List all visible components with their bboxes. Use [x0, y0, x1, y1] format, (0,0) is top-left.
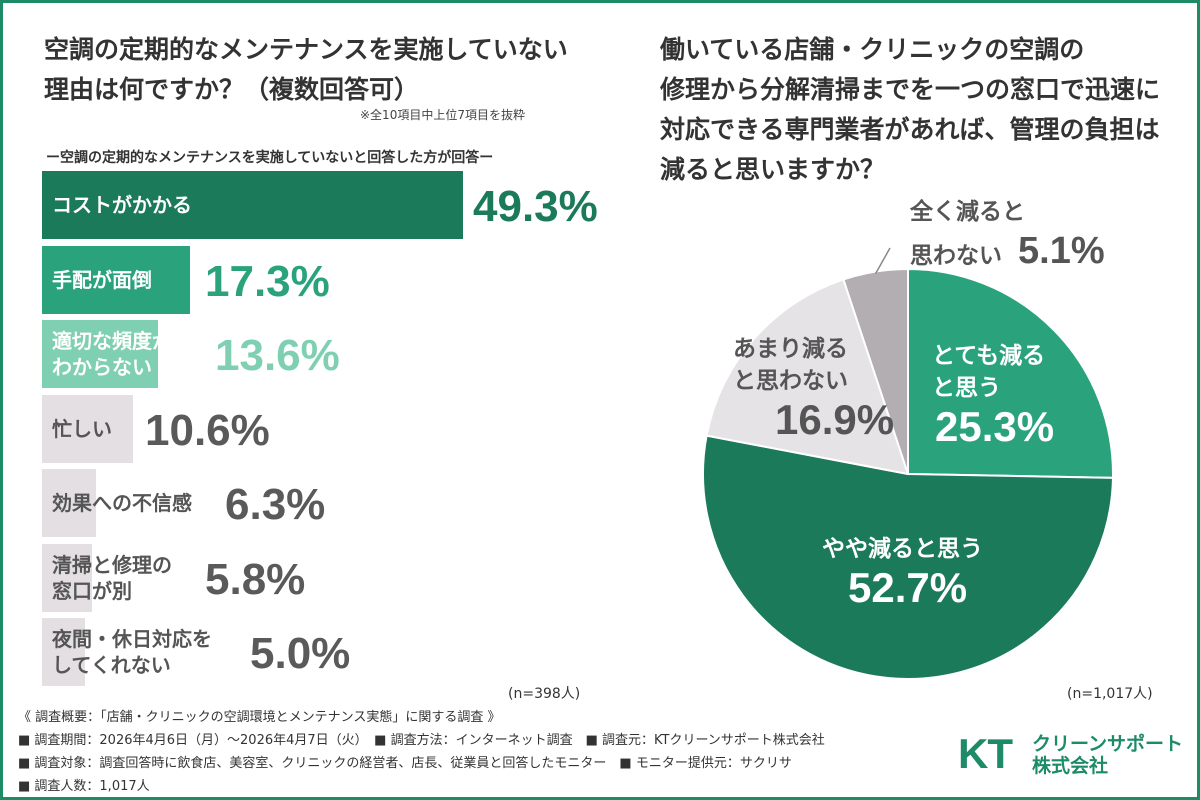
bar-label-6: 清掃と修理の 窓口が別	[52, 552, 172, 604]
bar-value-6: 5.8%	[205, 554, 306, 604]
pie-slice-2	[702, 434, 1114, 680]
pie-label-line: 全く減ると	[910, 199, 1025, 225]
pie-label-line: やや減ると思う	[822, 536, 983, 562]
footer-survey-target: ■ 調査対象：調査回答時に飲食店、美容室、クリニックの経営者、店長、従業員と回答…	[18, 756, 792, 771]
pie-label-4: 全く減ると思わない 5.1%	[910, 196, 1105, 274]
bar-1	[42, 171, 464, 239]
bar-label-line: 窓口が別	[52, 578, 132, 603]
right-title-line4: 減ると思いますか？	[660, 155, 886, 184]
pie-value-4: 5.1%	[1018, 230, 1105, 272]
bar-label-line: 効果への不信感	[52, 491, 192, 515]
right-title-line2: 修理から分解清掃までを一つの窓口で迅速に	[660, 75, 1161, 104]
left-chart-title: 空調の定期的なメンテナンスを実施していない 理由は何ですか？（複数回答可）	[44, 30, 568, 110]
company-logo-name: クリーンサポート 株式会社	[1032, 733, 1183, 777]
bar-label-3: 適切な頻度が わからない	[52, 328, 172, 380]
footer-survey-count: ■ 調査人数：1,017人	[18, 779, 150, 794]
left-title-line1: 空調の定期的なメンテナンスを実施していない	[44, 35, 568, 64]
right-sample-size: (n=1,017人)	[1067, 686, 1153, 702]
bar-value-7: 5.0%	[250, 629, 351, 678]
pie-value-3: 16.9%	[775, 396, 895, 443]
logo-line2: 株式会社	[1032, 755, 1109, 777]
footer-survey-title: 《 調査概要：「店舗・クリニックの空調環境とメンテナンス実態」に関する調査 》	[18, 710, 501, 725]
bar-label-line: 夜間・休日対応を	[52, 627, 212, 651]
bar-6	[42, 543, 92, 612]
pie-slice-3	[705, 278, 910, 476]
pie-value-2: 52.7%	[848, 564, 968, 611]
logo-line1: クリーンサポート	[1032, 733, 1184, 755]
bar-label-line: してくれない	[52, 653, 171, 677]
bar-5	[42, 469, 96, 537]
pie-slice-4	[842, 267, 909, 475]
bar-value-4: 10.6%	[145, 405, 270, 455]
left-title-line2: 理由は何ですか？（複数回答可）	[44, 75, 420, 104]
right-chart-title: 働いている店舗・クリニックの空調の 修理から分解清掃までを一つの窓口で迅速に 対…	[660, 30, 1160, 190]
bar-4	[42, 394, 133, 463]
pie-label-line: あまり減る	[733, 336, 848, 362]
pie-value-1: 25.3%	[935, 403, 1055, 450]
left-note: ※全10項目中上位7項目を抜粋	[360, 108, 525, 122]
bar-3	[42, 320, 159, 388]
pie-label-line: と思う	[932, 375, 1001, 401]
bar-label-line: 清掃と修理の	[52, 552, 172, 577]
bar-label-line: 手配が面倒	[52, 267, 152, 292]
pie-label-line: と思わない	[733, 368, 848, 394]
pie-slice-1	[907, 267, 1114, 479]
pie-label-line: 思わない	[910, 243, 1002, 269]
bar-label-2: 手配が面倒	[52, 267, 152, 293]
bar-value-1: 49.3%	[473, 182, 598, 231]
right-title-line1: 働いている店舗・クリニックの空調の	[660, 35, 1085, 64]
left-sample-size: (n=398人)	[508, 686, 581, 702]
bar-value-3: 13.6%	[215, 331, 340, 380]
pie-leader-line	[874, 247, 891, 274]
bar-label-1: コストがかかる	[52, 192, 192, 218]
left-subtitle: ー空調の定期的なメンテナンスを実施していないと回答した方が回答ー	[46, 150, 494, 166]
bar-2	[42, 245, 190, 314]
bar-label-line: 適切な頻度が	[52, 329, 172, 353]
bar-value-2: 17.3%	[205, 256, 330, 306]
bar-7	[42, 618, 85, 686]
pie-label-3: あまり減ると思わない 16.9%	[733, 333, 894, 443]
bar-label-line: わからない	[52, 355, 152, 379]
company-logo-mark: KT	[958, 730, 1013, 777]
bar-value-5: 6.3%	[225, 480, 326, 529]
pie-label-2: やや減ると思う 52.7%	[822, 533, 983, 611]
pie-label-row: 思わない 5.1%	[910, 228, 1105, 274]
bar-label-line: 忙しい	[52, 416, 112, 441]
bar-label-5: 効果への不信感	[52, 490, 192, 516]
right-title-line3: 対応できる専門業者があれば、管理の負担は	[660, 115, 1160, 144]
pie-label-line: とても減る	[932, 343, 1046, 369]
footer-survey-period: ■ 調査期間：2026年4月6日（月）～2026年4月7日（火） ■ 調査方法：…	[18, 733, 825, 748]
pie-label-1: とても減ると思う 25.3%	[932, 340, 1054, 450]
bar-label-7: 夜間・休日対応を してくれない	[52, 626, 212, 678]
bar-label-4: 忙しい	[52, 416, 112, 442]
bar-label-line: コストがかかる	[52, 193, 192, 217]
